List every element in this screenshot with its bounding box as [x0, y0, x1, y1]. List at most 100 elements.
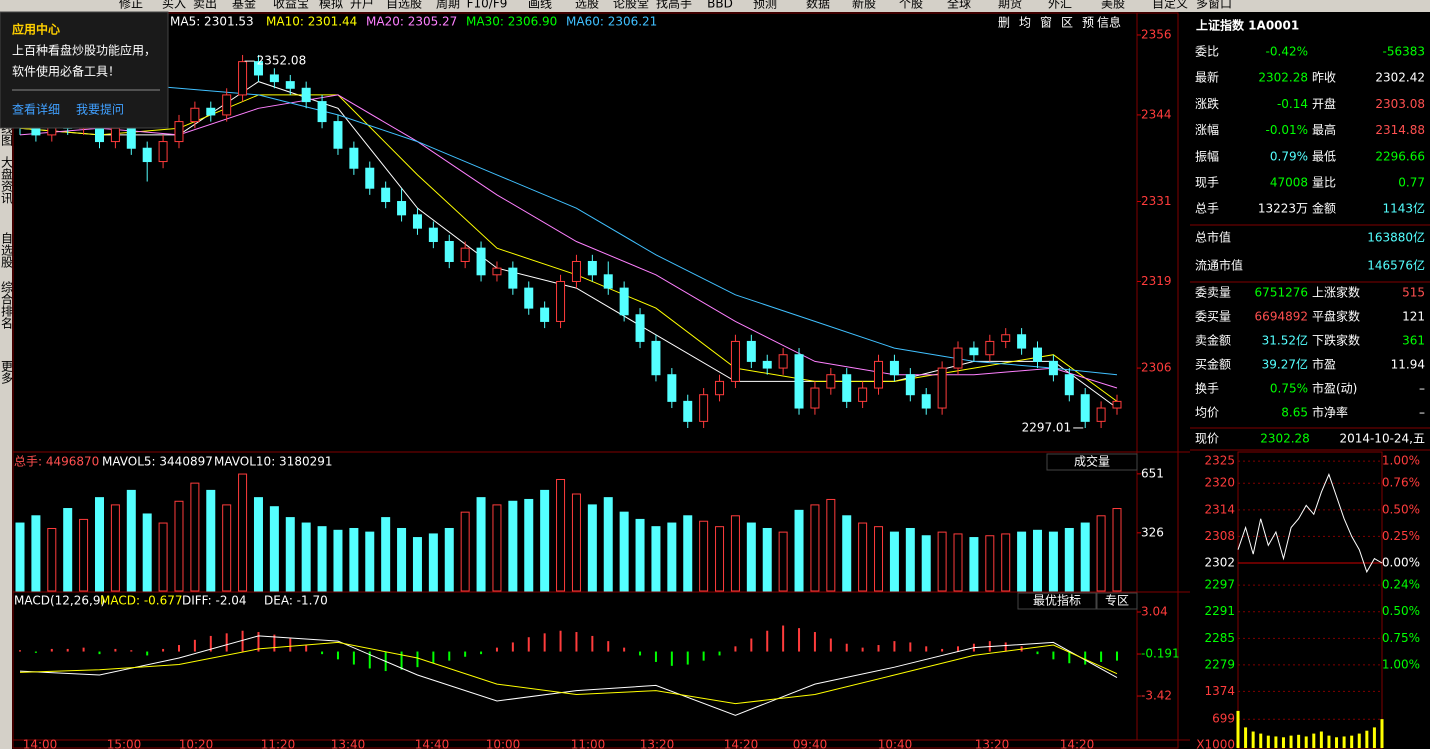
candle-body	[619, 287, 629, 316]
volume-bar	[1048, 531, 1058, 592]
popup-text: 软件使用必备工具！	[12, 64, 120, 79]
toolbar-button[interactable]: 新股	[852, 0, 876, 11]
candle-body	[206, 107, 216, 116]
candle-body	[889, 360, 899, 376]
x-tick-label: 10:20	[179, 738, 214, 749]
volume-bar	[762, 527, 772, 592]
toolbar-button[interactable]: 修正	[119, 0, 143, 11]
sidebar-tab[interactable]: 综合排名	[0, 281, 14, 329]
toolbar-button[interactable]: 收益宝	[273, 0, 309, 11]
sidebar-tab[interactable]: 更多	[0, 360, 14, 385]
volume-bar	[15, 522, 25, 592]
dropdown[interactable]	[1046, 453, 1138, 471]
volume-bar	[1064, 527, 1074, 592]
toolbar-button[interactable]: 自定义	[1152, 0, 1188, 11]
quote-cell: 市盈	[1312, 357, 1336, 372]
toolbar-button[interactable]: 模拟	[319, 0, 343, 11]
main-border	[12, 12, 1179, 749]
toolbar-button[interactable]: 选股	[575, 0, 599, 11]
candle-body	[858, 387, 868, 402]
candle-body	[492, 267, 502, 276]
toolbar-button[interactable]: 期货	[998, 0, 1022, 11]
pct-label: 0.75%	[1382, 631, 1420, 645]
chart-button[interactable]: 均	[1019, 16, 1031, 30]
toolbar-button[interactable]: 自选股	[386, 0, 422, 11]
tab-label[interactable]: 最优指标	[1033, 593, 1081, 608]
candle-body	[746, 340, 756, 362]
x-tick-label: 15:00	[107, 738, 142, 749]
volume-bar	[301, 522, 311, 592]
candle-body	[1017, 334, 1027, 349]
quote-cell: 2296.66	[1375, 149, 1425, 163]
sidebar-tab[interactable]: 自选股	[0, 232, 14, 269]
candle-body	[985, 340, 995, 356]
tab-button[interactable]	[1017, 592, 1097, 610]
ma-legend: MA60: 2306.21	[566, 15, 657, 29]
y-tick-label: 2308	[1204, 529, 1235, 543]
tab-label[interactable]: 专区	[1105, 593, 1129, 608]
quote-cell: 均价	[1195, 406, 1219, 420]
macd-legend: MACD(12,26,9)	[14, 594, 105, 608]
toolbar-button[interactable]: 多窗口	[1196, 0, 1232, 11]
volume-bar	[778, 531, 788, 592]
x-tick-label: 09:40	[793, 738, 828, 749]
toolbar-button[interactable]: 开户	[350, 0, 374, 11]
candle-body	[826, 374, 836, 389]
toolbar-button[interactable]: 预测	[753, 0, 777, 11]
toolbar-button[interactable]: BBD	[707, 0, 733, 11]
intraday-frame	[1237, 451, 1383, 749]
quote-title: 上证指数 1A0001	[1196, 18, 1299, 33]
toolbar-button[interactable]: 外汇	[1048, 0, 1072, 11]
volume-bar	[508, 500, 518, 592]
quote-cell: 金额	[1312, 201, 1336, 216]
volume-bar	[142, 513, 152, 592]
candle-body	[651, 340, 661, 376]
volume-bar	[889, 531, 899, 592]
quote-cell: 总手	[1195, 202, 1219, 216]
toolbar-button[interactable]: 卖出	[193, 0, 217, 11]
toolbar-button[interactable]: 买入	[162, 0, 186, 11]
tab-button[interactable]	[1096, 592, 1138, 610]
volume-bar	[444, 527, 454, 592]
toolbar-button[interactable]: F10/F9	[467, 0, 508, 11]
toolbar-button[interactable]: 找高手	[656, 0, 692, 11]
x-tick-label: 13:40	[331, 738, 366, 749]
quote-cell: 515	[1402, 286, 1425, 300]
toolbar-button[interactable]: 周期	[436, 0, 460, 11]
volume-bar	[126, 489, 136, 592]
chart-button[interactable]: 窗	[1040, 16, 1052, 30]
toolbar-button[interactable]: 基金	[232, 0, 256, 11]
candle-body	[937, 367, 947, 409]
volume-bar	[1080, 522, 1090, 592]
toolbar-button[interactable]: 个股	[899, 0, 923, 11]
ma-line	[19, 74, 1118, 376]
chart-button[interactable]: 删	[998, 16, 1010, 30]
candle-body	[683, 400, 693, 422]
sidebar-tab[interactable]: 大盘资讯	[0, 156, 14, 205]
volume-bar	[524, 498, 534, 592]
chart-button[interactable]: 预	[1082, 16, 1094, 30]
toolbar-button[interactable]: 画线	[528, 0, 552, 11]
candle-body	[412, 214, 422, 229]
toolbar-button[interactable]: 论股堂	[613, 0, 649, 11]
dropdown-label[interactable]: 成交量	[1074, 454, 1110, 469]
toolbar-button[interactable]: 全球	[947, 0, 971, 11]
popup-link[interactable]: 我要提问	[76, 102, 124, 117]
quote-cell: 11.94	[1391, 358, 1425, 372]
quote-cell: 上涨家数	[1312, 285, 1360, 300]
y-tick-label: 326	[1141, 525, 1164, 539]
macd-line	[19, 635, 1118, 716]
quote-cell: 最低	[1312, 149, 1336, 163]
chart-button[interactable]: 信息	[1097, 15, 1121, 30]
volume-bar	[206, 489, 216, 592]
popup-link[interactable]: 查看详细	[12, 102, 60, 117]
volume-bar	[79, 518, 89, 592]
chart-button[interactable]: 区	[1061, 16, 1073, 30]
ma-legend: MA5: 2301.53	[170, 15, 254, 29]
quote-cell: 昨收	[1312, 71, 1336, 85]
candle-body	[1064, 374, 1074, 396]
toolbar-button[interactable]: 美股	[1101, 0, 1125, 11]
volume-bar	[47, 527, 57, 592]
candle-body	[508, 267, 518, 289]
toolbar-button[interactable]: 数据	[806, 0, 830, 11]
